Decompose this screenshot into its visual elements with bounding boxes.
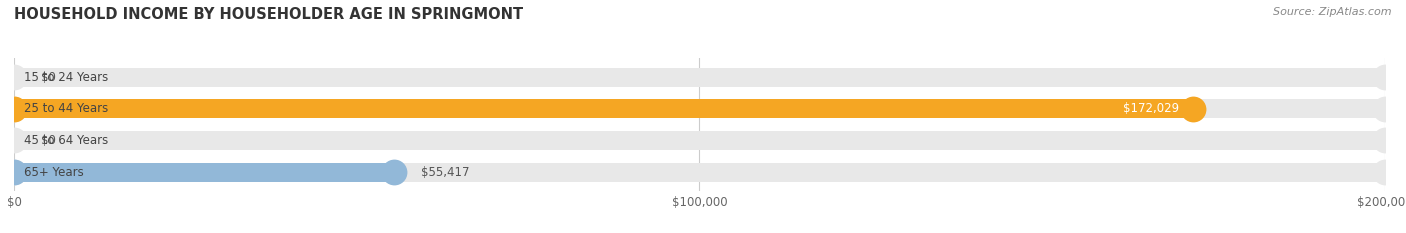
Bar (14, 99, 1194, 118)
Bar (14, 68, 1385, 87)
Bar (14, 163, 1385, 182)
Text: $55,417: $55,417 (422, 166, 470, 178)
Bar (14, 131, 1385, 150)
Bar (14, 163, 394, 182)
Text: 15 to 24 Years: 15 to 24 Years (24, 71, 108, 84)
Text: $172,029: $172,029 (1123, 102, 1180, 115)
Text: $0: $0 (42, 71, 56, 84)
Text: $0: $0 (42, 134, 56, 147)
Text: 45 to 64 Years: 45 to 64 Years (24, 134, 108, 147)
Text: 65+ Years: 65+ Years (24, 166, 84, 178)
Text: HOUSEHOLD INCOME BY HOUSEHOLDER AGE IN SPRINGMONT: HOUSEHOLD INCOME BY HOUSEHOLDER AGE IN S… (14, 7, 523, 22)
Text: 25 to 44 Years: 25 to 44 Years (24, 102, 108, 115)
Text: Source: ZipAtlas.com: Source: ZipAtlas.com (1274, 7, 1392, 17)
Bar (14, 99, 1385, 118)
